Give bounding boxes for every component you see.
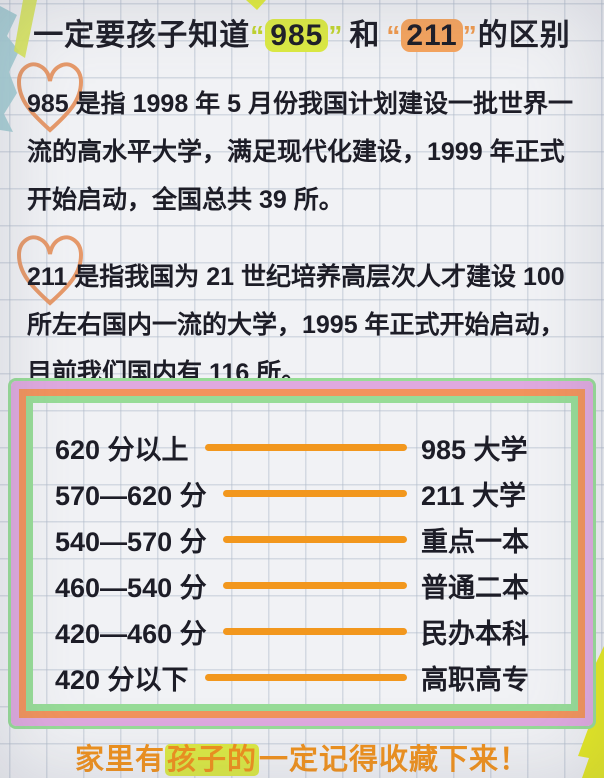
connector-line [222,581,407,589]
triangle-accent-icon [246,0,266,10]
frame-orange: 620 分以上 985 大学 570—620 分 211 大学 540—570 … [19,389,585,718]
definition-211: 211 是指我国为 21 世纪培养高层次人才建设 100 所左右国内一流的大学，… [16,235,579,397]
term-211-highlight: 211 [401,19,463,52]
score-row: 420—460 分 民办本科 [55,608,547,654]
washi-tape-icon [0,6,19,132]
term-985-highlight: 985 [265,19,329,52]
page-title: 一定要孩子知道“ 985” 和 “211 ”的区别 [0,10,604,54]
score-row: 460—540 分 普通二本 [55,562,547,608]
tape-slash-icon [14,0,37,58]
title-suffix: 的区别 [477,19,571,52]
school-tier: 重点一本 [421,526,529,557]
score-row: 420 分以下 高职高专 [55,654,547,700]
score-row: 540—570 分 重点一本 [55,516,547,562]
score-range: 460—540 分 [55,572,207,603]
title-prefix: 一定要孩子知道 [33,19,251,52]
definition-985: 985 是指 1998 年 5 月份我国计划建设一批世界一流的高水平大学，满足现… [16,62,579,224]
quote-close-985: ” [328,20,344,51]
score-range: 620 分以上 [55,434,189,465]
school-tier: 民办本科 [421,618,529,649]
score-range: 420—460 分 [55,618,207,649]
frame-plum: 620 分以上 985 大学 570—620 分 211 大学 540—570 … [11,381,593,726]
definition-985-body: 是指 1998 年 5 月份我国计划建设一批世界一流的高水平大学，满足现代化建设… [27,90,573,214]
connector-line [204,443,407,451]
footer-suffix: 一定记得收藏下来！ [259,744,530,776]
connector-line [222,535,407,543]
connector-line [222,627,407,635]
score-row: 570—620 分 211 大学 [55,470,547,516]
quote-close-211: ” [462,20,478,51]
score-mapping-box: 620 分以上 985 大学 570—620 分 211 大学 540—570 … [8,378,596,729]
school-tier: 普通二本 [421,572,529,603]
score-range: 420 分以下 [55,664,189,695]
term-211: 211 [27,263,68,291]
term-985: 985 [27,90,69,118]
connector-line [222,489,407,497]
score-range: 540—570 分 [55,526,207,557]
title-and: 和 [349,19,381,52]
footer-prefix: 家里有 [74,744,165,776]
quote-open-985: “ [250,20,266,51]
quote-open-211: “ [386,20,402,51]
score-row: 620 分以上 985 大学 [55,424,547,470]
footer-note: 家里有孩子的一定记得收藏下来！ [0,736,604,778]
definition-211-body: 是指我国为 21 世纪培养高层次人才建设 100 所左右国内一流的大学，1995… [27,263,565,387]
heart-outline-icon [16,235,84,306]
heart-outline-icon [16,62,84,133]
footer-highlight: 孩子的 [164,744,259,776]
school-tier: 211 大学 [421,480,527,511]
school-tier: 985 大学 [421,434,528,465]
connector-line [204,673,407,681]
definition-211-text: 211 是指我国为 21 世纪培养高层次人才建设 100 所左右国内一流的大学，… [27,253,579,397]
definition-985-text: 985 是指 1998 年 5 月份我国计划建设一批世界一流的高水平大学，满足现… [27,80,579,224]
score-range: 570—620 分 [55,480,207,511]
school-tier: 高职高专 [421,664,529,695]
frame-green: 620 分以上 985 大学 570—620 分 211 大学 540—570 … [26,396,578,711]
